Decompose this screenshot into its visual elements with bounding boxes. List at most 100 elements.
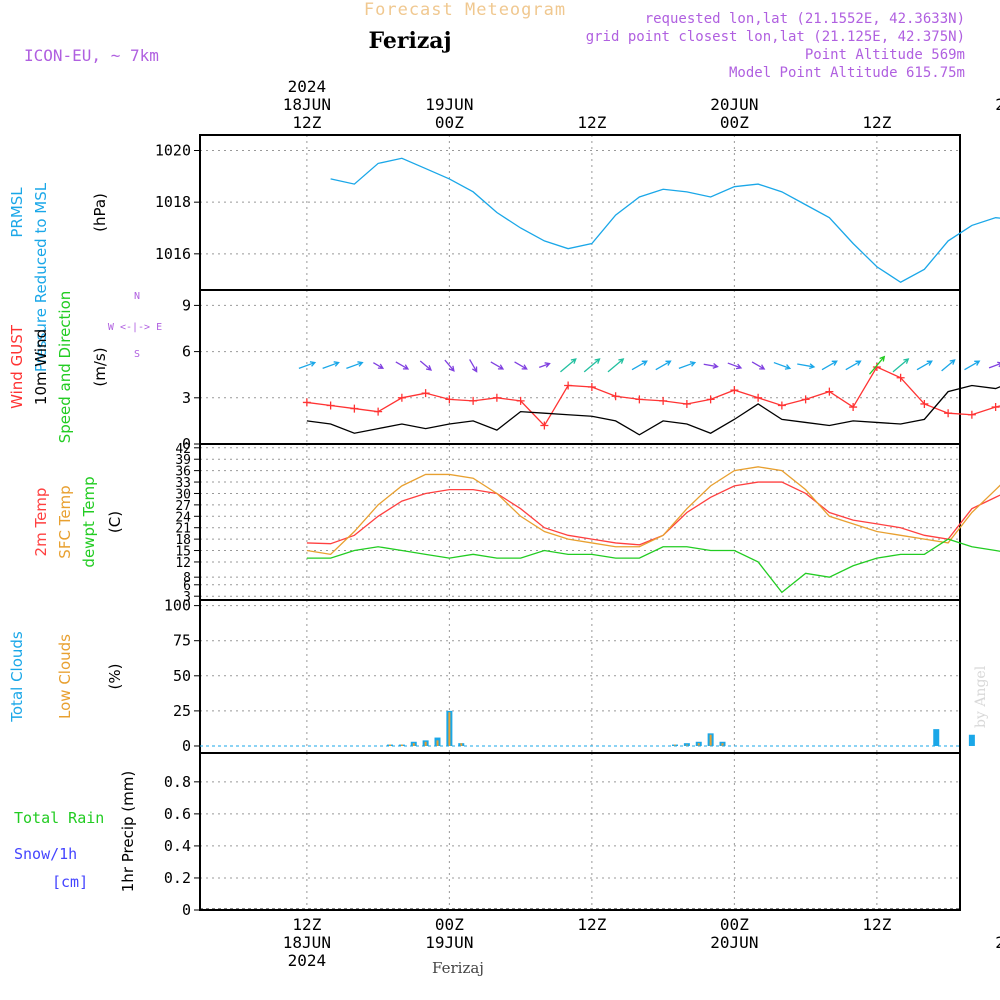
time-label-top: 21JUN	[995, 95, 1000, 114]
y-tick-label: 25	[173, 702, 191, 720]
time-label-top: 00Z	[720, 113, 749, 132]
y-tick-label: 0	[182, 435, 191, 453]
time-label-bottom: 19JUN	[425, 933, 473, 952]
y-tick-label: 24	[175, 510, 191, 525]
model-altitude: Model Point Altitude 615.75m	[729, 65, 965, 81]
gust-marker	[635, 395, 644, 404]
y-tick-label: 36	[175, 465, 191, 480]
series-line-2m-temp	[306, 481, 1000, 546]
footer-location: Ferizaj	[432, 959, 484, 977]
wind-arrow	[655, 360, 672, 371]
wind-arrow	[821, 360, 838, 371]
y-tick-label: 1016	[155, 245, 191, 263]
y-tick-label: 0.4	[164, 837, 191, 855]
wind-arrow	[490, 361, 505, 370]
gust-marker	[374, 407, 383, 416]
low-cloud-bar	[460, 743, 463, 746]
wind-arrow	[419, 360, 433, 371]
wind-arrow	[727, 362, 743, 370]
gust-marker	[706, 395, 715, 404]
gust-marker	[682, 399, 691, 408]
axis-title: 10m Wind	[32, 329, 50, 405]
y-tick-label: 0	[182, 737, 191, 755]
y-tick-label: 21	[175, 522, 191, 537]
panel-2: 0 3 6 9 Wind GUST 10m Wind Speed and Direction…	[8, 289, 1000, 453]
y-tick-label: 75	[173, 632, 191, 650]
low-cloud-bar	[448, 712, 451, 746]
gust-marker	[326, 401, 335, 410]
time-label-top: 2024	[288, 77, 327, 96]
axis-title: Low Clouds	[56, 634, 74, 719]
axis-title: SFC Temp	[56, 485, 74, 558]
time-label-top: 12Z	[292, 113, 321, 132]
location-title: Ferizaj	[368, 28, 451, 54]
wind-arrow	[395, 361, 410, 370]
y-tick-label: 39	[175, 453, 191, 468]
wind-arrow	[444, 359, 455, 372]
gust-marker	[967, 410, 976, 419]
wind-arrow	[322, 361, 340, 369]
axis-unit: (m/s)	[91, 347, 109, 386]
panel-4: 0 25 50 75 100 Total Clouds Low Clouds (%)	[8, 597, 975, 755]
panel-frame	[199, 599, 961, 754]
gust-marker	[944, 409, 953, 418]
time-label-top: 12Z	[862, 113, 891, 132]
time-label-top: 12Z	[577, 113, 606, 132]
gust-marker	[849, 403, 858, 412]
gust-marker	[991, 403, 1000, 412]
gust-marker	[611, 392, 620, 401]
axis-unit: 1hr Precip (mm)	[119, 771, 137, 892]
gust-marker	[920, 399, 929, 408]
low-cloud-bar	[424, 741, 427, 746]
axis-title: Total Clouds	[8, 631, 26, 723]
y-tick-label: 0.8	[164, 773, 191, 791]
panel-frame	[199, 289, 961, 445]
wind-arrow	[892, 358, 910, 373]
compass-s: S	[134, 349, 140, 360]
y-tick-label: 1020	[155, 142, 191, 160]
total-cloud-bar	[933, 729, 940, 746]
series-line-sfc-temp	[306, 466, 1000, 556]
legend-snow-unit: [cm]	[52, 873, 88, 891]
time-label-bottom: 12Z	[577, 915, 606, 934]
wind-arrow	[538, 362, 551, 368]
series-line-prmsl	[330, 157, 1000, 284]
y-tick-label: 15	[175, 545, 191, 560]
gust-marker	[564, 381, 573, 390]
gust-marker	[587, 383, 596, 392]
legend-total-rain: Total Rain	[14, 809, 104, 827]
time-label-bottom: 00Z	[435, 915, 464, 934]
time-label-bottom: 12Z	[292, 915, 321, 934]
wind-arrow	[797, 363, 816, 370]
axis-title: Pressure Reduced to MSL	[32, 182, 50, 372]
y-tick-label: 50	[173, 667, 191, 685]
gust-marker	[350, 404, 359, 413]
wind-arrow	[678, 361, 697, 369]
y-tick-label: 42	[175, 442, 191, 457]
y-tick-label: 33	[175, 476, 191, 491]
axis-unit: (C)	[106, 511, 124, 533]
time-label-top: 18JUN	[283, 95, 331, 114]
gust-marker	[540, 421, 549, 430]
wind-arrow	[916, 360, 933, 371]
wind-arrow	[346, 361, 364, 369]
y-tick-label: 3	[183, 590, 191, 605]
y-tick-label: 30	[175, 487, 191, 502]
panel-frame	[199, 134, 961, 291]
wind-arrow	[514, 361, 528, 370]
wind-arrow	[773, 361, 792, 370]
y-tick-label: 8	[183, 571, 191, 586]
series-line-wind-gust	[306, 366, 1000, 427]
y-tick-label: 0	[182, 901, 191, 919]
wind-arrow	[964, 360, 981, 371]
time-label-top: 19JUN	[425, 95, 473, 114]
time-label-top: 00Z	[435, 113, 464, 132]
time-label-bottom: 18JUN	[283, 933, 331, 952]
low-cloud-bar	[709, 734, 712, 746]
gust-marker	[659, 396, 668, 405]
gust-marker	[516, 396, 525, 405]
wind-arrow	[751, 361, 766, 370]
model-label: ICON-EU, ~ 7km	[24, 46, 159, 65]
wind-arrow	[560, 358, 577, 373]
